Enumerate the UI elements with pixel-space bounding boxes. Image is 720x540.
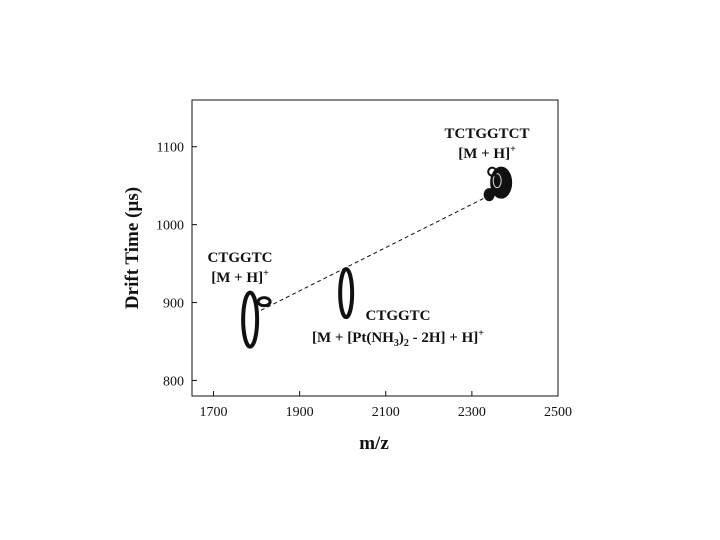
- x-axis-title: m/z: [359, 433, 389, 454]
- label-ctggtc-mh-name: CTGGTC: [207, 250, 272, 266]
- x-tick-label: 2500: [544, 405, 572, 420]
- x-tick-label: 1900: [286, 405, 314, 420]
- trend-line: [260, 193, 494, 311]
- x-tick-label: 1700: [200, 405, 228, 420]
- x-tick-label: 2300: [458, 405, 486, 420]
- y-tick-label: 900: [163, 297, 184, 312]
- label-ctggtc-pt-ion: [M + [Pt(NH3)2 - 2H] + H]+: [312, 328, 484, 349]
- y-tick-label: 1000: [156, 219, 184, 234]
- peak-tctggtct-mh: [483, 166, 513, 202]
- y-axis-title: Drift Time (µs): [122, 187, 143, 309]
- y-tick-label: 1100: [157, 141, 184, 156]
- label-ctggtc-mh-ion: [M + H]+: [211, 268, 269, 286]
- label-tctggtct-name: TCTGGTCT: [444, 126, 529, 142]
- plot-frame: [191, 99, 559, 397]
- label-tctggtct-ion: [M + H]+: [458, 144, 516, 162]
- label-ctggtc-pt-name: CTGGTC: [365, 308, 430, 324]
- peak-ctggtc-pt: [338, 267, 355, 320]
- y-tick-label: 800: [163, 374, 184, 389]
- x-tick-label: 2100: [372, 405, 400, 420]
- peak-ctggtc-mh: [241, 290, 272, 349]
